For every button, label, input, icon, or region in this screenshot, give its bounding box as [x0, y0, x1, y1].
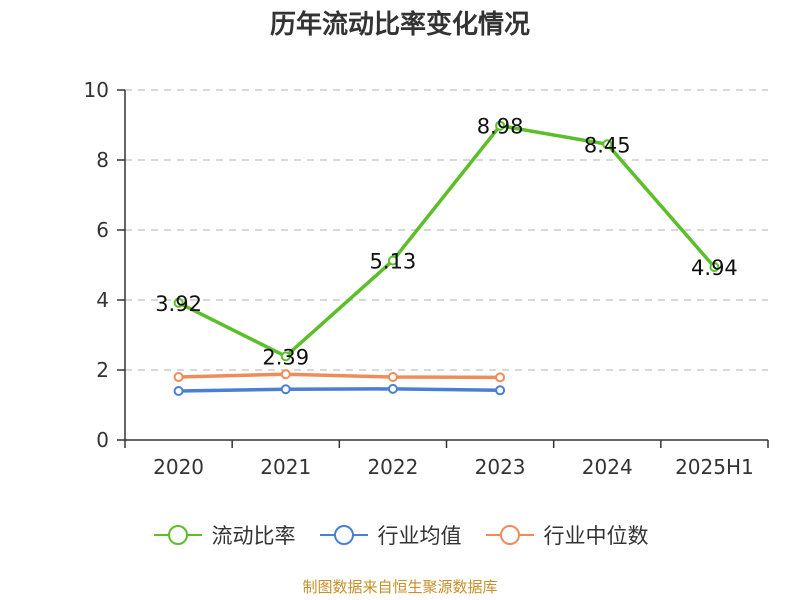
data-point — [495, 372, 506, 383]
data-point — [602, 139, 613, 150]
legend-circle — [499, 525, 520, 545]
legend-label: 行业中位数 — [543, 524, 649, 548]
data-point — [709, 262, 720, 273]
legend-label: 行业均值 — [377, 524, 462, 548]
y-tick-label: 2 — [96, 358, 109, 382]
x-tick-label: 2022 — [367, 455, 418, 479]
grid-lines — [125, 89, 768, 371]
data-label: 8.45 — [584, 133, 631, 157]
legend: 流动比率 行业均值 行业中位数 — [0, 520, 800, 550]
data-label: 8.98 — [477, 115, 524, 139]
data-label: 4.94 — [691, 256, 738, 280]
chart-title: 历年流动比率变化情况 — [269, 10, 530, 40]
legend-marker-icon — [153, 525, 202, 545]
data-point — [173, 372, 184, 382]
legend-marker-icon — [485, 525, 534, 545]
legend-label: 流动比率 — [211, 524, 296, 548]
source-note: 制图数据来自恒生聚源数据库 — [302, 578, 498, 596]
data-point — [280, 369, 291, 380]
legend-item[interactable]: 行业中位数 — [484, 520, 649, 550]
data-point — [387, 255, 398, 266]
data-point — [387, 383, 398, 394]
legend-item[interactable]: 行业均值 — [318, 520, 462, 550]
y-tick-label: 10 — [84, 78, 109, 102]
x-tick-label: 2023 — [475, 455, 526, 479]
y-tick-label: 6 — [96, 218, 109, 242]
series-line — [177, 123, 716, 359]
data-labels: 3.92 2.39 5.13 8.98 8.45 4.94 — [155, 115, 738, 370]
x-tick-label: 2021 — [260, 455, 311, 479]
data-point — [387, 372, 398, 382]
data-point — [173, 386, 184, 396]
data-label: 5.13 — [370, 249, 417, 273]
series-line — [178, 372, 501, 380]
y-tick-label: 8 — [96, 148, 109, 172]
data-point — [280, 351, 291, 362]
data-label: 3.92 — [155, 292, 202, 316]
x-tick-label: 2024 — [582, 455, 633, 479]
x-tick-label: 2020 — [153, 455, 204, 479]
legend-circle — [333, 525, 354, 545]
series-line — [178, 387, 501, 393]
y-tick-label: 4 — [96, 288, 109, 312]
legend-marker-icon — [319, 525, 368, 545]
y-tick-label: 0 — [96, 428, 109, 452]
data-point — [173, 297, 184, 308]
y-axis: 0 2 4 6 8 10 — [84, 78, 126, 452]
legend-item[interactable]: 流动比率 — [152, 520, 296, 550]
x-tick-label: 2025H1 — [675, 455, 754, 479]
data-point — [495, 120, 506, 131]
data-point — [495, 385, 506, 396]
data-point — [280, 384, 291, 395]
series-lines — [173, 120, 720, 396]
x-axis: 2020 2021 2022 2023 2024 2025H1 — [124, 439, 769, 479]
data-label: 2.39 — [262, 345, 309, 369]
legend-circle — [167, 525, 188, 545]
